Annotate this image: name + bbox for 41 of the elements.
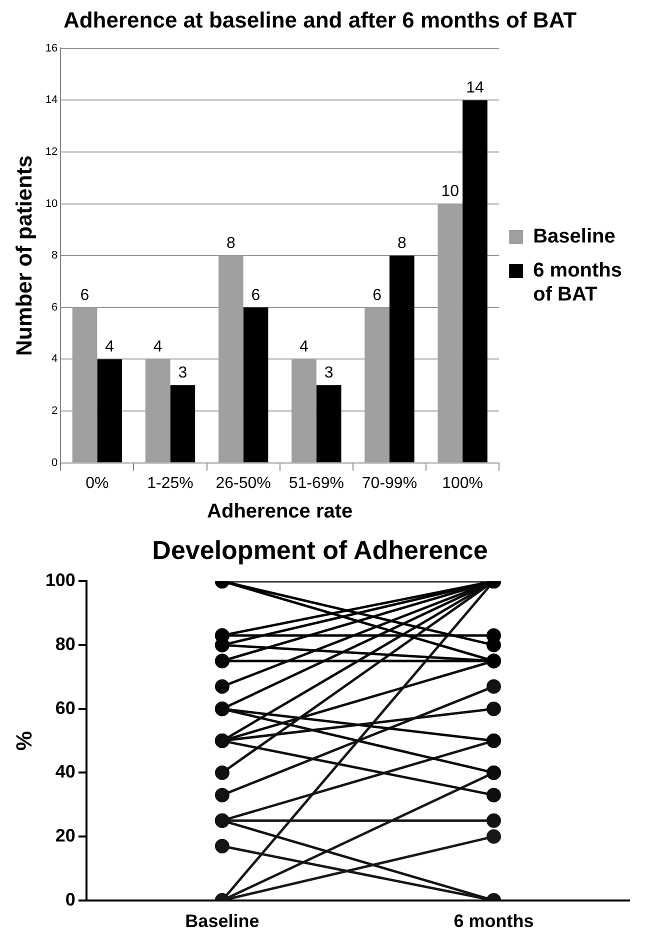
data-label: 3 bbox=[324, 364, 334, 382]
data-label: 6 bbox=[80, 286, 90, 304]
x-tick-label: 70-99% bbox=[362, 474, 418, 492]
legend-label: 6 months of BAT bbox=[533, 260, 622, 306]
y-tick-label: 80 bbox=[55, 634, 76, 654]
data-label: 4 bbox=[300, 338, 309, 356]
y-tick-label: 100 bbox=[45, 570, 76, 590]
data-label: 10 bbox=[441, 183, 460, 200]
y-tick-label: 40 bbox=[55, 762, 76, 782]
y-tick-label: 12 bbox=[45, 146, 58, 158]
y-tick-label: 14 bbox=[45, 94, 58, 106]
data-label: 3 bbox=[178, 364, 188, 382]
y-axis-title: Number of patients bbox=[11, 155, 36, 356]
chart-title: Development of Adherence bbox=[152, 534, 488, 565]
y-tick-label: 16 bbox=[45, 42, 58, 54]
legend-label: Baseline bbox=[533, 226, 616, 248]
chart-title: Adherence at baseline and after 6 months of BAT bbox=[63, 7, 578, 32]
x-tick-label: 6 months bbox=[454, 911, 534, 932]
y-tick-label: 0 bbox=[65, 889, 76, 910]
x-tick-label: 100% bbox=[442, 474, 484, 492]
y-tick-label: 4 bbox=[52, 353, 58, 366]
y-axis-title: % bbox=[11, 731, 36, 751]
x-tick-label: 0% bbox=[86, 474, 109, 492]
y-tick-label: 2 bbox=[52, 405, 58, 418]
x-tick-label: 26-50% bbox=[216, 474, 271, 492]
x-tick-label: 51-69% bbox=[288, 474, 344, 492]
x-tick-label: 1-25% bbox=[147, 474, 194, 492]
data-label: 14 bbox=[466, 80, 484, 97]
x-axis-title: Adherence rate bbox=[207, 500, 353, 523]
data-label: 4 bbox=[153, 338, 162, 356]
y-tick-label: 6 bbox=[52, 301, 58, 314]
data-label: 8 bbox=[397, 235, 406, 252]
y-tick-label: 8 bbox=[52, 250, 58, 262]
y-tick-label: 10 bbox=[45, 198, 58, 210]
data-label: 4 bbox=[105, 338, 114, 356]
y-tick-label: 20 bbox=[55, 826, 76, 846]
y-tick-label: 0 bbox=[52, 456, 58, 469]
y-tick-label: 60 bbox=[55, 698, 76, 718]
data-label: 8 bbox=[226, 235, 236, 252]
data-label: 6 bbox=[372, 286, 382, 304]
data-label: 6 bbox=[251, 286, 260, 304]
